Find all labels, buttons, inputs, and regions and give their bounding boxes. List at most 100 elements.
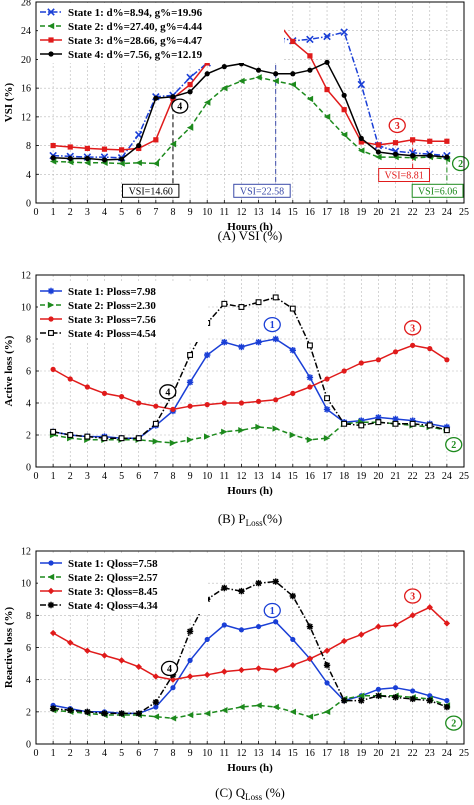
data-point	[324, 680, 330, 686]
series-4	[50, 294, 450, 442]
series-number-label: 2	[451, 719, 456, 730]
y-tick-label: 20	[21, 55, 31, 66]
data-point	[187, 81, 193, 88]
series-line	[52, 620, 448, 715]
data-point	[255, 339, 262, 346]
x-tick-label: 4	[102, 471, 107, 482]
data-point	[204, 636, 210, 643]
legend-entry: State 4: Ploss=4.54	[68, 328, 156, 340]
y-tick-label: 28	[21, 0, 31, 9]
data-point	[204, 71, 210, 77]
data-point	[152, 713, 160, 720]
data-point	[306, 95, 314, 103]
data-point	[341, 92, 347, 98]
data-point	[341, 107, 347, 113]
data-point	[358, 139, 364, 145]
data-point	[392, 349, 399, 355]
x-tick-label: 22	[408, 748, 418, 759]
data-point	[186, 379, 194, 386]
x-tick-label: 0	[34, 471, 39, 482]
data-point	[340, 28, 348, 36]
x-tick-label: 11	[219, 748, 229, 759]
data-point	[255, 67, 262, 73]
data-point	[392, 140, 399, 146]
chart-panel-3: 0 1 2 3 4 5 6 7 8 9 10 11 12 13 14 15 16 17 18 19 20 21 22 23 24…	[3, 547, 469, 803]
data-point	[255, 74, 262, 81]
data-point	[375, 623, 382, 630]
x-tick-label: 4	[102, 748, 107, 759]
legend-entry: State 3: Qloss=8.45	[68, 586, 158, 598]
data-point	[444, 154, 450, 160]
data-point	[444, 697, 450, 704]
legend-swatch-marker	[48, 51, 54, 57]
data-point	[358, 135, 364, 141]
data-point	[152, 673, 160, 680]
legend-entry: State 2: Ploss=2.30	[68, 300, 156, 312]
data-point	[153, 403, 159, 409]
data-point	[238, 666, 245, 674]
x-tick-label: 10	[202, 471, 212, 482]
data-point	[375, 686, 381, 692]
data-point	[444, 138, 450, 144]
data-point	[170, 94, 176, 100]
data-point	[152, 420, 159, 427]
data-point	[341, 420, 348, 427]
data-point	[306, 436, 314, 443]
x-tick-label: 8	[170, 748, 175, 759]
data-point	[427, 153, 433, 159]
data-point	[375, 153, 382, 161]
data-point	[187, 657, 193, 663]
legend-entry: State 1: d%=8.94, g%=19.96	[68, 7, 203, 19]
y-tick-label: 4	[26, 170, 31, 181]
x-tick-label: 6	[136, 471, 141, 482]
series-number-label: 4	[165, 387, 170, 398]
data-point	[324, 86, 330, 93]
y-tick-label: 8	[26, 611, 31, 622]
data-point	[135, 710, 142, 717]
data-point	[273, 619, 279, 625]
x-tick-label: 15	[288, 207, 298, 218]
x-tick-label: 23	[425, 748, 435, 759]
data-point	[169, 140, 177, 148]
x-tick-label: 3	[85, 471, 90, 482]
legend-swatch-marker	[48, 37, 54, 43]
data-point	[118, 435, 125, 442]
y-tick-label: 10	[21, 303, 31, 314]
series-line	[53, 76, 447, 165]
data-point	[118, 710, 125, 717]
series-line	[53, 695, 448, 720]
data-point	[204, 433, 211, 440]
x-tick-label: 1	[51, 748, 56, 759]
legend-swatch-marker	[47, 587, 55, 595]
y-axis-title: Active loss (%)	[3, 335, 15, 406]
data-point	[409, 612, 416, 619]
y-tick-label: 8	[26, 141, 31, 152]
data-point	[119, 147, 125, 153]
y-tick-label: 6	[26, 367, 31, 378]
data-point	[272, 335, 279, 343]
data-point	[238, 343, 245, 351]
data-point	[323, 647, 331, 654]
data-point	[221, 668, 228, 675]
data-point	[84, 433, 91, 440]
data-point	[255, 579, 262, 587]
series-number-label: 1	[270, 320, 275, 331]
data-point	[358, 147, 365, 154]
data-point	[221, 300, 228, 307]
data-point	[255, 398, 262, 404]
data-point	[358, 631, 365, 638]
data-point	[410, 342, 416, 348]
data-point	[238, 304, 245, 310]
series-2	[49, 419, 451, 447]
data-point	[427, 346, 433, 352]
x-tick-label: 19	[356, 748, 366, 759]
data-point	[255, 423, 262, 431]
series-4	[49, 578, 451, 717]
data-point	[221, 400, 227, 406]
data-point	[340, 697, 348, 704]
y-tick-label: 24	[21, 26, 31, 37]
data-point	[392, 415, 399, 423]
panel-caption: (A) VSI (%)	[218, 228, 283, 243]
legend: State 1: Qloss=7.58 State 2: Qloss=2.57 St…	[38, 554, 208, 614]
data-point	[221, 584, 228, 592]
